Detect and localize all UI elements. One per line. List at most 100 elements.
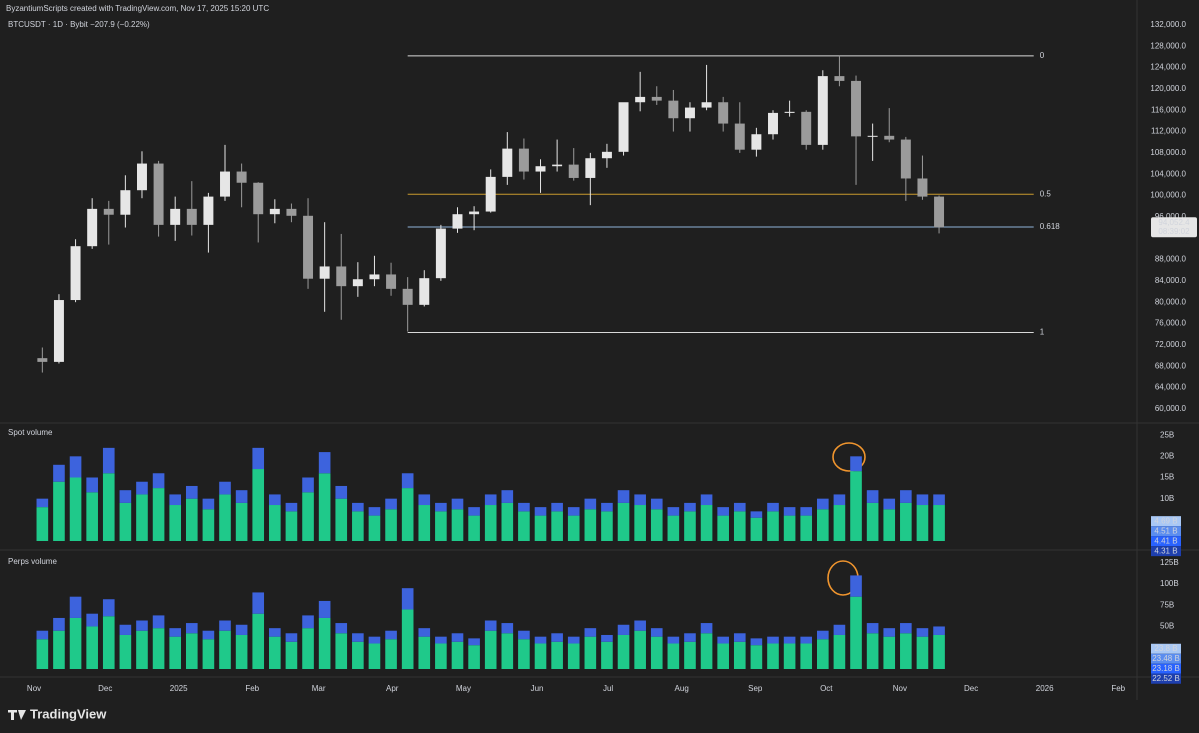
volume-bar (833, 634, 846, 669)
volume-bar (634, 494, 646, 506)
y-tick-label: 64,000.0 (1155, 383, 1187, 392)
volume-bar (401, 609, 414, 669)
volume-bar (185, 623, 198, 634)
volume-bar (650, 498, 663, 510)
volume-bar (567, 643, 580, 669)
volume-bar (119, 624, 132, 635)
y-tick-label: 108,000.0 (1150, 148, 1186, 157)
volume-bar (850, 471, 862, 541)
volume-bar (302, 628, 314, 669)
header: ByzantiumScripts created with TradingVie… (6, 4, 269, 13)
candle-body (751, 134, 762, 150)
volume-bar (518, 511, 530, 541)
volume-bar (219, 620, 231, 631)
volume-bar (169, 628, 182, 637)
volume-bar (650, 636, 663, 669)
volume-bar (318, 473, 331, 541)
volume-bar (335, 623, 348, 634)
last-value-box (1151, 653, 1181, 664)
volume-bar (850, 456, 862, 472)
volume-bar (269, 494, 281, 506)
volume-bar (119, 502, 132, 541)
volume-bar (451, 509, 464, 541)
volume-bar (833, 505, 846, 541)
volume-bar (435, 502, 447, 512)
volume-bar (700, 494, 713, 506)
volume-bar (136, 630, 148, 669)
fib-label: 0 (1040, 51, 1045, 60)
volume-bar (534, 643, 547, 669)
volume-bar (219, 481, 231, 495)
x-tick-label: Jul (603, 684, 613, 693)
volume-bar (584, 509, 597, 541)
candle-body (220, 171, 230, 197)
volume-bar (285, 633, 298, 642)
candle-body (701, 102, 712, 108)
volume-bar (451, 498, 464, 510)
volume-bar (883, 498, 896, 510)
volume-bar (252, 613, 265, 669)
candle-body (884, 135, 895, 140)
y-tick-label: 75B (1160, 600, 1174, 609)
candle-body (153, 163, 164, 225)
last-price-label: 94,052.4 (1158, 218, 1190, 227)
candle-body (419, 278, 430, 305)
last-value-label: 4.51 B (1154, 526, 1177, 535)
volume-bar (119, 634, 132, 669)
candle-body (402, 288, 413, 305)
volume-bar (169, 505, 182, 541)
volume-bar (567, 507, 580, 516)
candle-body (668, 100, 679, 119)
volume-bar (136, 620, 148, 631)
candle-body (286, 208, 297, 216)
volume-bar (352, 511, 364, 541)
volume-bar (767, 511, 779, 541)
volume-bar (933, 505, 945, 541)
candle-body (552, 164, 563, 167)
volume-bar (534, 515, 547, 541)
volume-bar (634, 505, 646, 541)
volume-bar (401, 588, 414, 610)
fib-label: 0.618 (1040, 222, 1061, 231)
volume-bar (866, 502, 879, 541)
x-tick-label: Apr (386, 684, 399, 693)
y-tick-label: 25B (1160, 430, 1174, 439)
volume-bar (883, 636, 896, 669)
fib-label: 1 (1040, 328, 1045, 337)
candle-body (103, 208, 114, 215)
volume-bar (817, 630, 829, 640)
volume-bar (152, 628, 165, 669)
candle-body (386, 274, 397, 289)
volume-bar (817, 498, 829, 510)
candle-body (834, 76, 845, 81)
last-value-box (1151, 516, 1181, 527)
volume-bar (53, 481, 65, 541)
volume-bar (468, 515, 480, 541)
candle-body (319, 266, 330, 279)
candle-body (585, 158, 596, 178)
annotation-circle (832, 442, 866, 472)
volume-bar (202, 639, 215, 669)
y-tick-label: 132,000.0 (1150, 20, 1186, 29)
candle-body (369, 274, 380, 280)
volume-bar (53, 464, 65, 482)
volume-bar (269, 636, 281, 669)
volume-bar (501, 490, 514, 503)
x-tick-label: Sep (748, 684, 763, 693)
volume-bar (368, 643, 381, 669)
volume-bar (800, 507, 813, 516)
candle-body (768, 112, 778, 135)
candle-body (618, 102, 629, 152)
y-tick-label: 20B (1160, 451, 1174, 460)
volume-bar (667, 643, 680, 669)
candle-body (734, 123, 745, 150)
x-tick-label: Aug (675, 684, 689, 693)
volume-bar (468, 645, 480, 669)
candle-body (269, 208, 280, 215)
volume-bar (684, 641, 696, 669)
volume-bar (601, 502, 613, 512)
volume-bar (435, 636, 447, 644)
volume-bar (650, 628, 663, 637)
x-tick-label: 2025 (170, 684, 188, 693)
